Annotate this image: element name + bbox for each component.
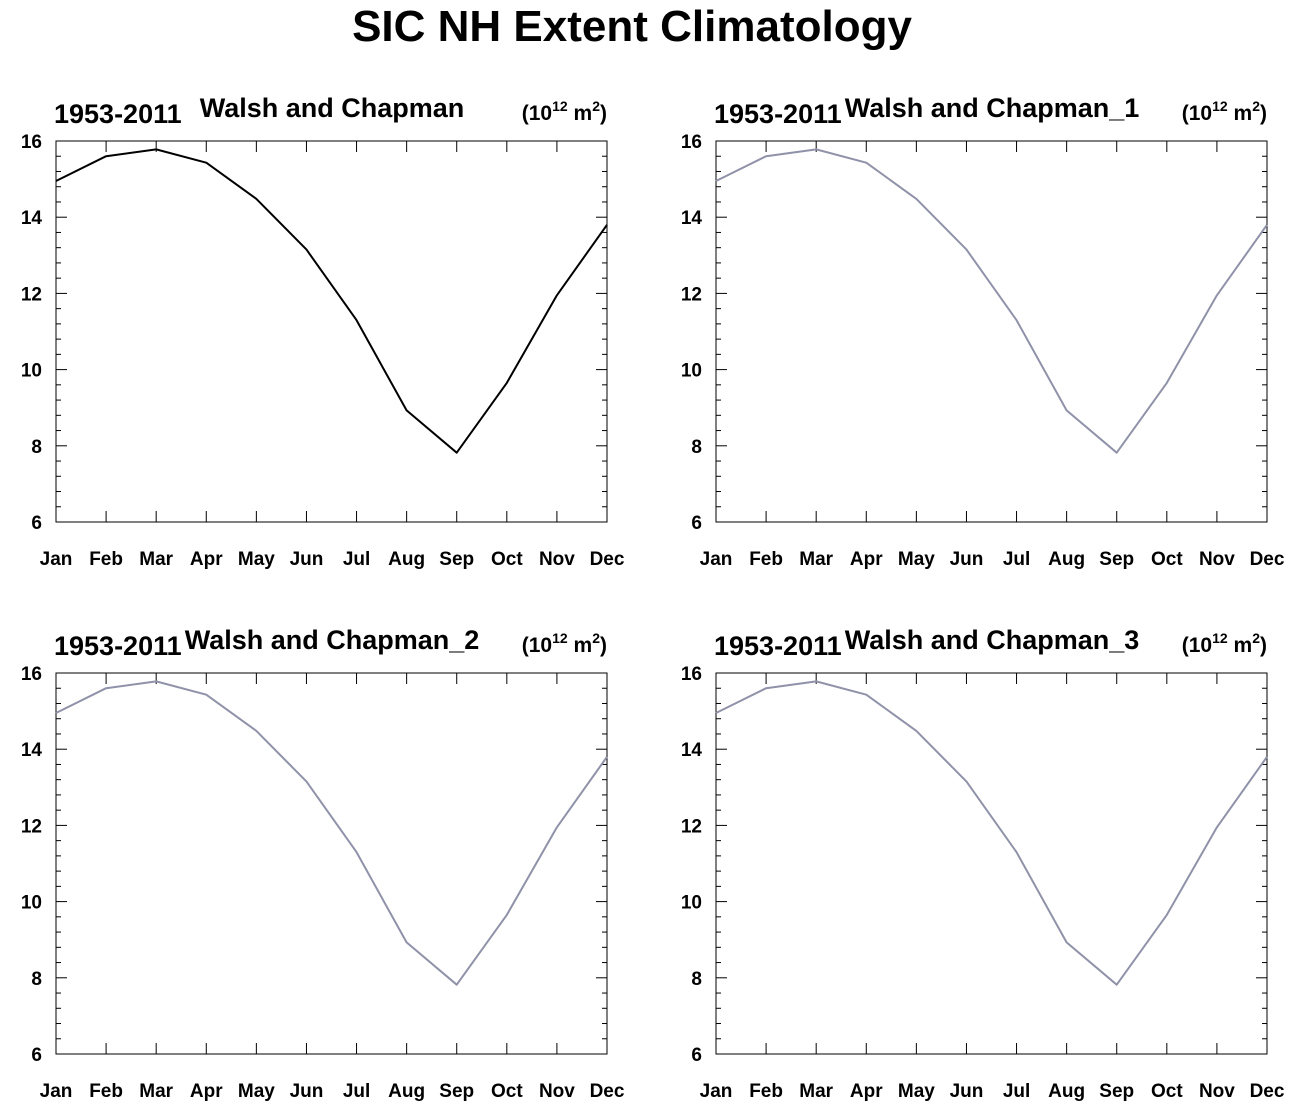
x-tick-label: Dec bbox=[1250, 549, 1285, 570]
y-tick-label: 10 bbox=[21, 893, 42, 914]
x-tick-label: Apr bbox=[850, 1081, 883, 1102]
x-tick-label: Dec bbox=[1250, 1081, 1285, 1102]
x-tick-label: Dec bbox=[590, 549, 625, 570]
chart-panel-1: 6 8 10 12 14 16 Jan Feb Mar Apr May Jun Jul Aug Sep Oct… bbox=[21, 93, 625, 570]
x-tick-label: Jun bbox=[290, 1081, 324, 1102]
x-tick-label: Apr bbox=[190, 1081, 223, 1102]
x-tick-label: May bbox=[238, 549, 275, 570]
period-label: 1953-2011 bbox=[54, 631, 182, 661]
x-tick-label: Mar bbox=[799, 1081, 833, 1102]
x-tick-label: Jun bbox=[950, 549, 984, 570]
x-tick-label: Jan bbox=[700, 549, 733, 570]
y-tick-label: 8 bbox=[31, 969, 42, 990]
plot-frame bbox=[55, 140, 608, 523]
x-tick-label: Apr bbox=[850, 549, 883, 570]
x-tick-label: Feb bbox=[749, 1081, 783, 1102]
x-tick-label: Sep bbox=[1099, 549, 1134, 570]
x-tick-label: Dec bbox=[590, 1081, 625, 1102]
x-tick-label: Jan bbox=[40, 1081, 73, 1102]
figure-title: SIC NH Extent Climatology bbox=[352, 2, 912, 51]
x-tick-label: Jan bbox=[40, 549, 73, 570]
y-tick-label: 10 bbox=[681, 361, 702, 382]
x-tick-label: Jun bbox=[290, 549, 324, 570]
units-label: (1012 m2) bbox=[1182, 98, 1267, 125]
x-tick-label: Aug bbox=[1048, 1081, 1085, 1102]
x-tick-label: Jul bbox=[343, 549, 370, 570]
y-tick-label: 10 bbox=[681, 893, 702, 914]
x-tick-label: Aug bbox=[388, 1081, 425, 1102]
x-tick-label: Oct bbox=[491, 1081, 523, 1102]
y-tick-label: 6 bbox=[691, 513, 702, 534]
panel-title: Walsh and Chapman_1 bbox=[845, 93, 1140, 123]
x-tick-label: May bbox=[898, 1081, 935, 1102]
x-tick-label: Sep bbox=[439, 549, 474, 570]
plot-frame bbox=[55, 672, 608, 1055]
plot-frame bbox=[715, 140, 1268, 523]
y-tick-label: 14 bbox=[681, 208, 703, 229]
y-tick-label: 8 bbox=[31, 437, 42, 458]
x-tick-label: May bbox=[238, 1081, 275, 1102]
x-tick-label: Jul bbox=[1003, 549, 1030, 570]
series-line-1 bbox=[715, 680, 1268, 986]
x-tick-label: Oct bbox=[1151, 549, 1183, 570]
x-tick-label: Mar bbox=[139, 549, 173, 570]
units-label: (1012 m2) bbox=[1182, 630, 1267, 657]
units-label: (1012 m2) bbox=[522, 98, 607, 125]
series-line-1 bbox=[55, 680, 608, 986]
period-label: 1953-2011 bbox=[714, 99, 842, 129]
y-tick-label: 12 bbox=[681, 816, 702, 837]
period-label: 1953-2011 bbox=[714, 631, 842, 661]
chart-panel-3: 6 8 10 12 14 16 Jan Feb Mar Apr May Jun Jul Aug Sep Oct… bbox=[21, 625, 625, 1102]
y-tick-label: 8 bbox=[691, 437, 702, 458]
x-tick-label: Jan bbox=[700, 1081, 733, 1102]
x-tick-label: May bbox=[898, 549, 935, 570]
y-tick-label: 16 bbox=[21, 132, 42, 153]
x-tick-label: Jul bbox=[343, 1081, 370, 1102]
series-line-1 bbox=[715, 148, 1268, 454]
y-tick-label: 6 bbox=[31, 513, 42, 534]
plot-frame bbox=[715, 672, 1268, 1055]
x-tick-label: Nov bbox=[1199, 549, 1235, 570]
x-tick-label: Sep bbox=[1099, 1081, 1134, 1102]
panel-title: Walsh and Chapman_2 bbox=[185, 625, 480, 655]
x-tick-label: Feb bbox=[89, 549, 123, 570]
units-label: (1012 m2) bbox=[522, 630, 607, 657]
x-tick-label: Aug bbox=[1048, 549, 1085, 570]
x-tick-label: Nov bbox=[1199, 1081, 1235, 1102]
y-tick-label: 8 bbox=[691, 969, 702, 990]
x-tick-label: Jul bbox=[1003, 1081, 1030, 1102]
x-tick-label: Feb bbox=[89, 1081, 123, 1102]
y-tick-label: 16 bbox=[681, 664, 702, 685]
y-tick-label: 12 bbox=[681, 284, 702, 305]
panel-title: Walsh and Chapman bbox=[200, 93, 465, 123]
x-tick-label: Oct bbox=[1151, 1081, 1183, 1102]
y-tick-label: 14 bbox=[21, 208, 43, 229]
y-tick-label: 14 bbox=[681, 740, 703, 761]
y-tick-label: 16 bbox=[21, 664, 42, 685]
x-tick-label: Nov bbox=[539, 549, 575, 570]
chart-panel-2: 6 8 10 12 14 16 Jan Feb Mar Apr May Jun Jul Aug Sep Oct… bbox=[681, 93, 1285, 570]
x-tick-label: Sep bbox=[439, 1081, 474, 1102]
y-tick-label: 16 bbox=[681, 132, 702, 153]
x-tick-label: Mar bbox=[139, 1081, 173, 1102]
x-tick-label: Jun bbox=[950, 1081, 984, 1102]
series-line-1 bbox=[55, 148, 608, 454]
y-tick-label: 12 bbox=[21, 284, 42, 305]
chart-panel-4: 6 8 10 12 14 16 Jan Feb Mar Apr May Jun Jul Aug Sep Oct… bbox=[681, 625, 1285, 1102]
y-tick-label: 6 bbox=[31, 1045, 42, 1066]
x-tick-label: Mar bbox=[799, 549, 833, 570]
period-label: 1953-2011 bbox=[54, 99, 182, 129]
y-tick-label: 10 bbox=[21, 361, 42, 382]
x-tick-label: Oct bbox=[491, 549, 523, 570]
x-tick-label: Apr bbox=[190, 549, 223, 570]
panel-title: Walsh and Chapman_3 bbox=[845, 625, 1140, 655]
y-tick-label: 12 bbox=[21, 816, 42, 837]
y-tick-label: 14 bbox=[21, 740, 43, 761]
y-tick-label: 6 bbox=[691, 1045, 702, 1066]
x-tick-label: Feb bbox=[749, 549, 783, 570]
x-tick-label: Aug bbox=[388, 549, 425, 570]
x-tick-label: Nov bbox=[539, 1081, 575, 1102]
